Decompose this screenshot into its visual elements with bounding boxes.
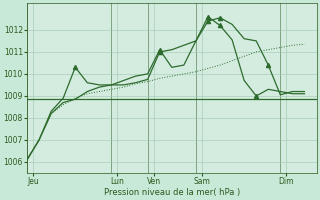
X-axis label: Pression niveau de la mer( hPa ): Pression niveau de la mer( hPa )	[104, 188, 240, 197]
